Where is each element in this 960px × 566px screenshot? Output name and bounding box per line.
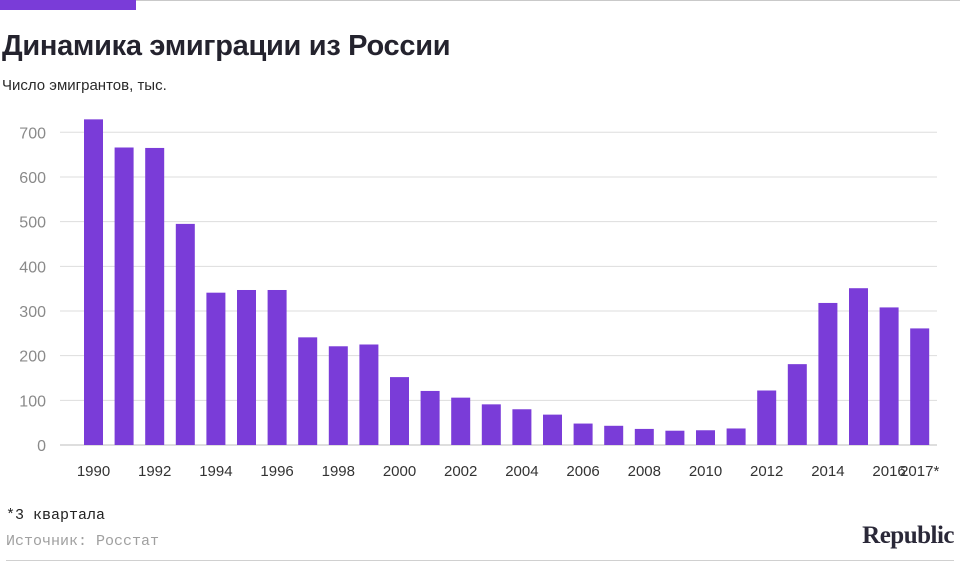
bottom-divider [6, 560, 954, 561]
top-accent-bar [0, 0, 136, 10]
republic-logo: Republic [862, 522, 954, 549]
footnote: *3 квартала [6, 507, 106, 524]
bar [298, 337, 318, 445]
x-tick-label: 2008 [628, 463, 661, 480]
source-note: Источник: Росстат [6, 533, 160, 550]
bar [818, 302, 838, 445]
bar [910, 328, 930, 445]
top-divider [136, 0, 960, 1]
x-tick-label: 2004 [505, 463, 538, 480]
x-tick-label: 2017* [900, 463, 939, 480]
y-tick-label: 200 [19, 349, 46, 366]
bar [145, 147, 165, 445]
bar [175, 223, 195, 445]
bar [390, 377, 409, 445]
y-tick-label: 500 [19, 215, 46, 232]
y-tick-label: 700 [19, 125, 46, 142]
bar [726, 428, 746, 445]
bar [451, 397, 471, 445]
x-tick-label: 1992 [138, 463, 171, 480]
bar [84, 119, 103, 445]
bar [757, 390, 777, 445]
x-tick-label: 1996 [260, 463, 293, 480]
bar [604, 425, 624, 445]
x-tick-label: 2000 [383, 463, 416, 480]
chart-title: Динамика эмиграции из России [2, 30, 451, 62]
x-tick-label: 2014 [811, 463, 844, 480]
bar [114, 147, 134, 445]
y-tick-label: 300 [19, 304, 46, 321]
bar [328, 346, 348, 445]
bar [696, 430, 715, 445]
bar [267, 289, 287, 445]
bar-chart: 0 100 200 300 400 500 600 700 1990 1992 1994 1996 19… [19, 119, 939, 480]
x-tick-label: 2010 [689, 463, 722, 480]
bar [420, 390, 440, 445]
bar [849, 288, 868, 445]
bar [879, 307, 899, 445]
chart-subtitle: Число эмигрантов, тыс. [2, 77, 167, 94]
bar [634, 428, 654, 445]
bar [481, 404, 501, 445]
bar [665, 430, 685, 445]
x-tick-label: 1998 [322, 463, 355, 480]
bar [206, 292, 226, 445]
bar [543, 414, 562, 445]
bar [573, 423, 593, 445]
bar [787, 364, 807, 445]
y-tick-label: 0 [37, 438, 46, 455]
x-tick-label: 1994 [199, 463, 232, 480]
y-tick-label: 600 [19, 170, 46, 187]
y-tick-label: 100 [19, 393, 46, 410]
bar [512, 409, 532, 445]
y-tick-label: 400 [19, 259, 46, 276]
x-tick-label: 2016 [872, 463, 905, 480]
x-tick-label: 2006 [566, 463, 599, 480]
bar [359, 344, 379, 445]
x-tick-label: 1990 [77, 463, 110, 480]
bar [237, 289, 256, 445]
x-tick-label: 2002 [444, 463, 477, 480]
x-tick-label: 2012 [750, 463, 783, 480]
